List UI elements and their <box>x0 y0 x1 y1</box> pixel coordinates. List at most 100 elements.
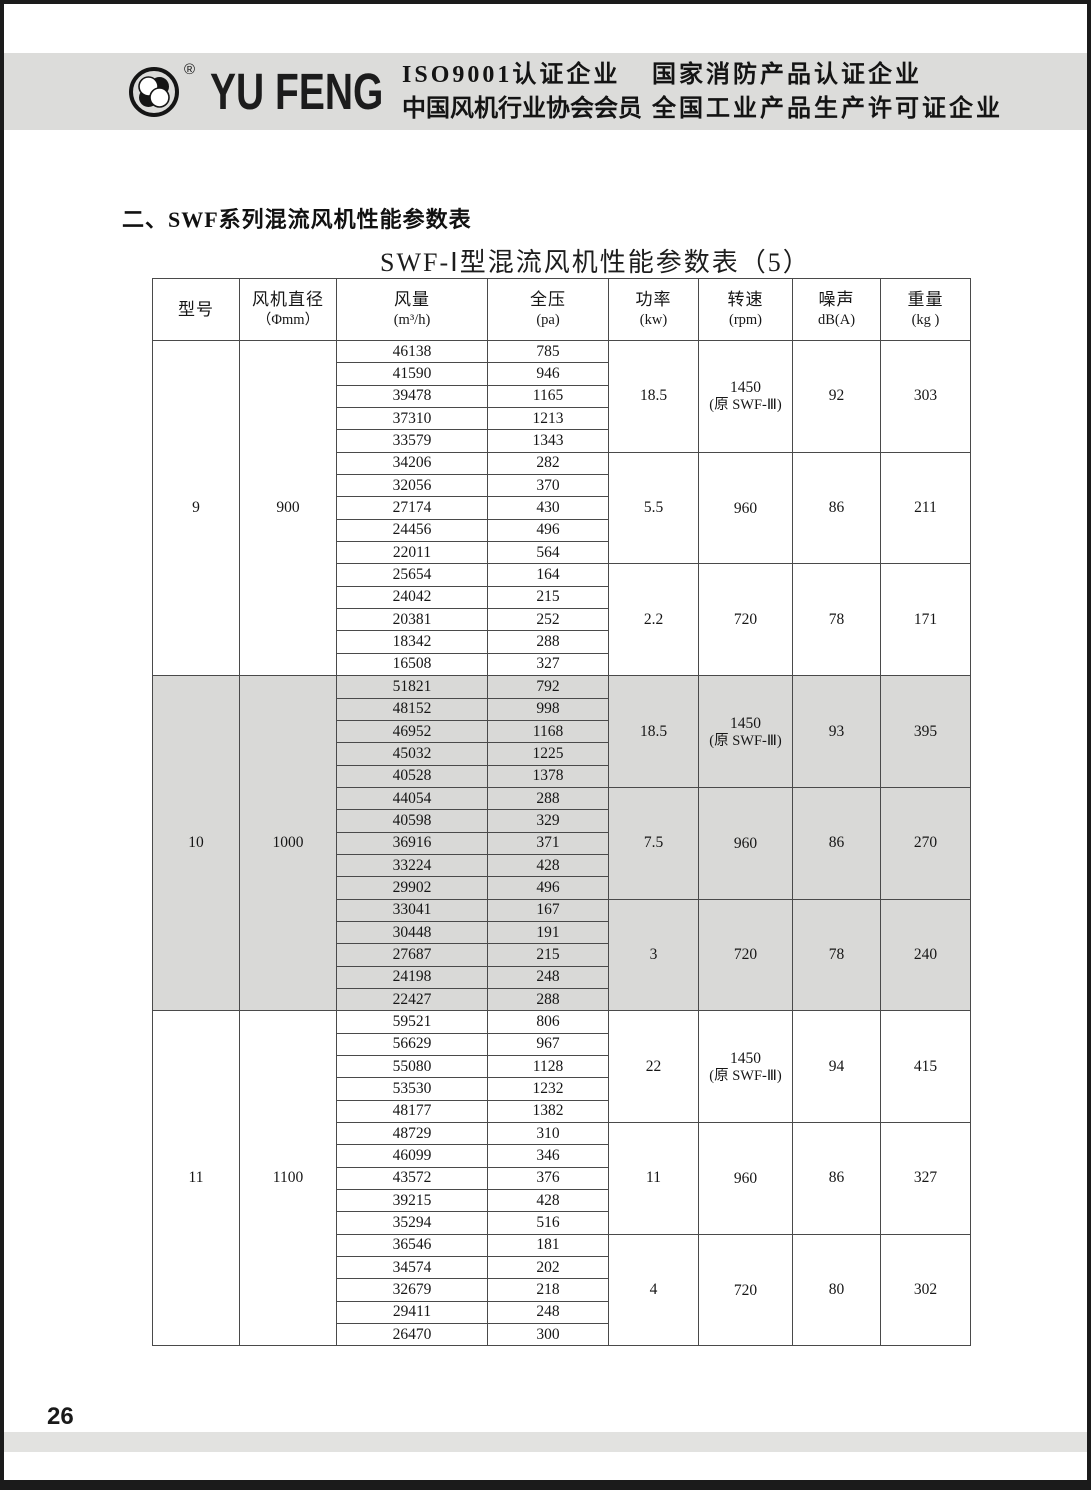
airflow-cell: 41590 <box>336 362 488 386</box>
cert-iso: ISO9001认证企业 <box>402 62 621 88</box>
airflow-cell: 53530 <box>336 1077 488 1101</box>
pressure-cell: 310 <box>487 1122 609 1146</box>
pressure-cell: 248 <box>487 1300 609 1325</box>
table-row: 27687 215 <box>153 943 971 967</box>
pressure-cell: 1382 <box>487 1099 609 1124</box>
noise-cell: 86 <box>792 786 881 900</box>
airflow-cell: 24198 <box>336 965 488 989</box>
pressure-cell: 516 <box>487 1211 609 1235</box>
pressure-cell: 496 <box>487 518 609 543</box>
table-row: 29902 496 <box>153 876 971 900</box>
airflow-cell: 48729 <box>336 1122 488 1146</box>
airflow-cell: 29411 <box>336 1300 488 1325</box>
noise-cell: 86 <box>792 1122 881 1235</box>
noise-cell: 93 <box>792 675 881 788</box>
pressure-cell: 327 <box>487 652 609 677</box>
table-row: 34206 282 5.5 960 86 211 <box>153 451 971 565</box>
pressure-cell: 1343 <box>487 429 609 453</box>
pressure-cell: 792 <box>487 675 609 699</box>
table-header: 型号 风机直径 （Φmm） 风量 (m³/h) 全压 (pa) 功率 (k <box>152 278 971 341</box>
airflow-cell: 48152 <box>336 697 488 721</box>
airflow-cell: 29902 <box>336 876 488 900</box>
pressure-cell: 329 <box>487 809 609 833</box>
table-row: 24456 496 <box>153 518 971 543</box>
table-row: 40528 1378 <box>153 764 971 788</box>
table-row: 33224 428 <box>153 853 971 878</box>
pressure-cell: 785 <box>487 339 609 364</box>
speed-value: 1450 <box>730 379 761 397</box>
airflow-cell: 16508 <box>336 652 488 677</box>
power-cell: 22 <box>608 1010 699 1124</box>
table-row: 20381 252 <box>153 608 971 632</box>
pressure-cell: 346 <box>487 1144 609 1168</box>
speed-cell: 720 <box>698 1233 793 1347</box>
diameter-cell: 1000 <box>239 675 337 1012</box>
airflow-cell: 34574 <box>336 1256 488 1280</box>
table-row: 22011 564 <box>153 541 971 565</box>
airflow-cell: 46138 <box>336 339 488 364</box>
speed-value: 960 <box>733 834 758 852</box>
table-row: 56629 967 <box>153 1032 971 1057</box>
speed-note: (原 SWF-Ⅲ) <box>709 397 782 414</box>
model-cell: 10 <box>152 675 240 1012</box>
table-row: 44054 288 7.5 960 86 270 <box>153 786 971 900</box>
pressure-cell: 1213 <box>487 407 609 431</box>
pressure-cell: 215 <box>487 585 609 610</box>
col-header-airflow: 风量 (m³/h) <box>336 278 488 341</box>
table-row: 24198 248 <box>153 965 971 989</box>
table-row: 9 900 46138 785 18.5 1450 (原 SWF-Ⅲ) 92 303 <box>152 339 971 677</box>
airflow-cell: 33224 <box>336 853 488 878</box>
speed-cell: 1450 (原 SWF-Ⅲ) <box>698 1010 793 1124</box>
pressure-cell: 1168 <box>487 719 609 744</box>
airflow-cell: 43572 <box>336 1166 488 1191</box>
speed-cell: 1450 (原 SWF-Ⅲ) <box>698 675 793 788</box>
pressure-cell: 1232 <box>487 1077 609 1101</box>
airflow-cell: 25654 <box>336 563 488 587</box>
airflow-cell: 44054 <box>336 786 488 811</box>
table-row: 48729 310 11 960 86 327 <box>153 1122 971 1235</box>
table-row: 24042 215 <box>153 585 971 610</box>
table-row: 46952 1168 <box>153 719 971 744</box>
speed-cell: 960 <box>698 786 793 900</box>
diameter-cell: 1100 <box>239 1010 337 1347</box>
speed-cell: 1450 (原 SWF-Ⅲ) <box>698 340 793 453</box>
registered-trademark-symbol: ® <box>184 61 196 78</box>
table-row: 48152 998 <box>153 697 971 721</box>
table-row: 39215 428 <box>153 1189 971 1213</box>
airflow-cell: 39478 <box>336 384 488 409</box>
col-header-pressure: 全压 (pa) <box>487 278 609 341</box>
certification-text: ISO9001认证企业 国家消防产品认证企业 中国风机行业协会会员 全国工业产品… <box>402 58 1003 126</box>
noise-cell: 92 <box>792 340 881 453</box>
airflow-cell: 46952 <box>336 719 488 744</box>
power-cell: 18.5 <box>608 340 699 453</box>
speed-value: 1450 <box>730 714 761 732</box>
speed-cell: 720 <box>698 898 793 1012</box>
pressure-cell: 1165 <box>487 384 609 409</box>
pressure-cell: 430 <box>487 496 609 520</box>
airflow-cell: 32056 <box>336 474 488 498</box>
pressure-cell: 288 <box>487 630 609 654</box>
pressure-cell: 288 <box>487 987 609 1012</box>
airflow-cell: 18342 <box>336 630 488 654</box>
pressure-cell: 288 <box>487 786 609 811</box>
airflow-cell: 33579 <box>336 429 488 453</box>
section-title: 二、SWF系列混流风机性能参数表 <box>122 207 472 232</box>
weight-cell: 327 <box>880 1122 971 1235</box>
pressure-cell: 164 <box>487 563 609 587</box>
weight-cell: 303 <box>880 340 971 453</box>
pressure-cell: 564 <box>487 541 609 565</box>
table-row: 40598 329 <box>153 809 971 833</box>
speed-value: 960 <box>733 499 758 517</box>
pressure-cell: 218 <box>487 1278 609 1302</box>
pressure-cell: 202 <box>487 1256 609 1280</box>
col-header-power: 功率 (kw) <box>608 278 699 341</box>
pressure-cell: 1225 <box>487 742 609 766</box>
airflow-cell: 33041 <box>336 898 488 922</box>
power-cell: 3 <box>608 898 699 1012</box>
pressure-cell: 282 <box>487 451 609 476</box>
col-header-noise: 噪声 dB(A) <box>792 278 881 341</box>
speed-cell: 960 <box>698 1122 793 1235</box>
table-header-row: 型号 风机直径 （Φmm） 风量 (m³/h) 全压 (pa) 功率 (k <box>152 278 971 341</box>
table-row: 36546 181 4 720 80 302 <box>153 1233 971 1347</box>
